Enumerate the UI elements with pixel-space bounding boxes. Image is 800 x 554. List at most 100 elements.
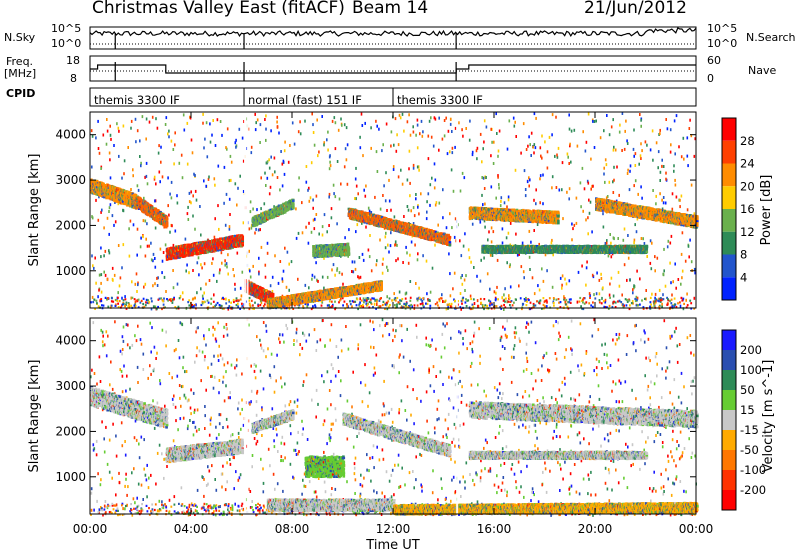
scatter-cell (140, 237, 142, 240)
scatter-cell (601, 277, 603, 280)
scatter-cell (162, 260, 164, 263)
scatter-cell (637, 193, 639, 196)
scatter-cell (260, 207, 262, 210)
scatter-cell (99, 274, 101, 277)
scatter-cell (396, 133, 398, 136)
scatter-cell (113, 144, 115, 147)
scatter-cell (588, 199, 590, 202)
cpid-segments: themis 3300 IF normal (fast) 151 IF themis… (94, 88, 483, 107)
scatter-cell (270, 186, 272, 189)
scatter-cell (336, 222, 338, 225)
scatter-cell (621, 149, 623, 152)
scatter-cell (652, 159, 654, 162)
freq-trace (90, 62, 696, 81)
scatter-cell (578, 271, 580, 274)
scatter-cell (539, 177, 541, 180)
scatter-cell (155, 227, 157, 230)
scatter-cell (665, 172, 667, 175)
scatter-cell (417, 119, 419, 122)
scatter-cell (106, 143, 108, 146)
scatter-cell (616, 166, 618, 169)
scatter-cell (200, 234, 202, 237)
scatter-cell (217, 204, 219, 207)
scatter-cell (417, 258, 419, 261)
scatter-cell (154, 176, 156, 179)
scatter-cell (460, 292, 462, 295)
scatter-cell (368, 249, 370, 252)
scatter-cell (461, 128, 463, 131)
scatter-cell (312, 274, 314, 277)
scatter-cell (426, 292, 428, 295)
scatter-cell (167, 204, 169, 207)
scatter-cell (399, 291, 401, 294)
scatter-cell (145, 138, 147, 141)
scatter-cell (665, 285, 667, 288)
scatter-cell (612, 118, 614, 121)
scatter-cell (157, 127, 159, 130)
scatter-cell (464, 176, 466, 179)
scatter-cell (679, 205, 681, 208)
scatter-cell (376, 303, 378, 306)
scatter-cell (569, 128, 571, 131)
scatter-cell (227, 253, 229, 256)
scatter-cell (151, 258, 153, 261)
scatter-cell (227, 127, 229, 130)
scatter-cell (99, 152, 101, 155)
scatter-cell (582, 130, 584, 133)
scatter-cell (257, 118, 259, 121)
scatter-cell (571, 238, 573, 241)
scatter-cell (567, 153, 569, 156)
scatter-cell (431, 177, 433, 180)
scatter-cell (168, 214, 170, 217)
scatter-cell (252, 208, 254, 211)
scatter-cell (506, 236, 508, 239)
scatter-cell (234, 283, 236, 286)
scatter-cell (496, 286, 498, 289)
scatter-cell (501, 296, 503, 299)
scatter-cell (95, 282, 97, 285)
scatter-cell (353, 270, 355, 273)
scatter-cell (529, 268, 531, 271)
scatter-cell (145, 255, 147, 258)
scatter-cell (441, 293, 443, 296)
scatter-cell (659, 132, 661, 135)
scatter-cell (569, 143, 571, 146)
scatter-cell (390, 209, 392, 212)
scatter-cell (488, 230, 490, 233)
scatter-cell (269, 192, 271, 195)
scatter-cell (156, 277, 158, 280)
scatter-cell (181, 154, 183, 157)
scatter-cell (161, 271, 163, 274)
scatter-cell (491, 226, 493, 229)
scatter-cell (265, 139, 267, 142)
scatter-cell (526, 148, 528, 151)
scatter-cell (130, 188, 132, 191)
scatter-cell (458, 121, 460, 124)
scatter-cell (117, 291, 119, 294)
scatter-cell (630, 164, 632, 167)
scatter-cell (355, 230, 357, 233)
scatter-cell (130, 127, 132, 130)
scatter-cell (566, 191, 568, 194)
scatter-cell (618, 271, 620, 274)
scatter-cell (657, 166, 659, 169)
scatter-cell (288, 263, 290, 266)
scatter-cell (408, 113, 410, 116)
scatter-cell (390, 244, 392, 247)
scatter-cell (689, 119, 691, 122)
scatter-cell (448, 130, 450, 133)
scatter-cell (515, 169, 517, 172)
scatter-cell (484, 226, 486, 229)
scatter-cell (659, 129, 661, 132)
scatter-cell (585, 218, 587, 221)
scatter-cell (603, 167, 605, 170)
scatter-cell (265, 114, 267, 117)
scatter-cell (360, 146, 362, 149)
scatter-cell (251, 146, 253, 149)
scatter-cell (678, 145, 680, 148)
scatter-cell (179, 162, 181, 165)
scatter-cell (683, 137, 685, 140)
scatter-cell (415, 197, 417, 200)
scatter-cell (92, 264, 94, 267)
scatter-cell (481, 176, 483, 179)
